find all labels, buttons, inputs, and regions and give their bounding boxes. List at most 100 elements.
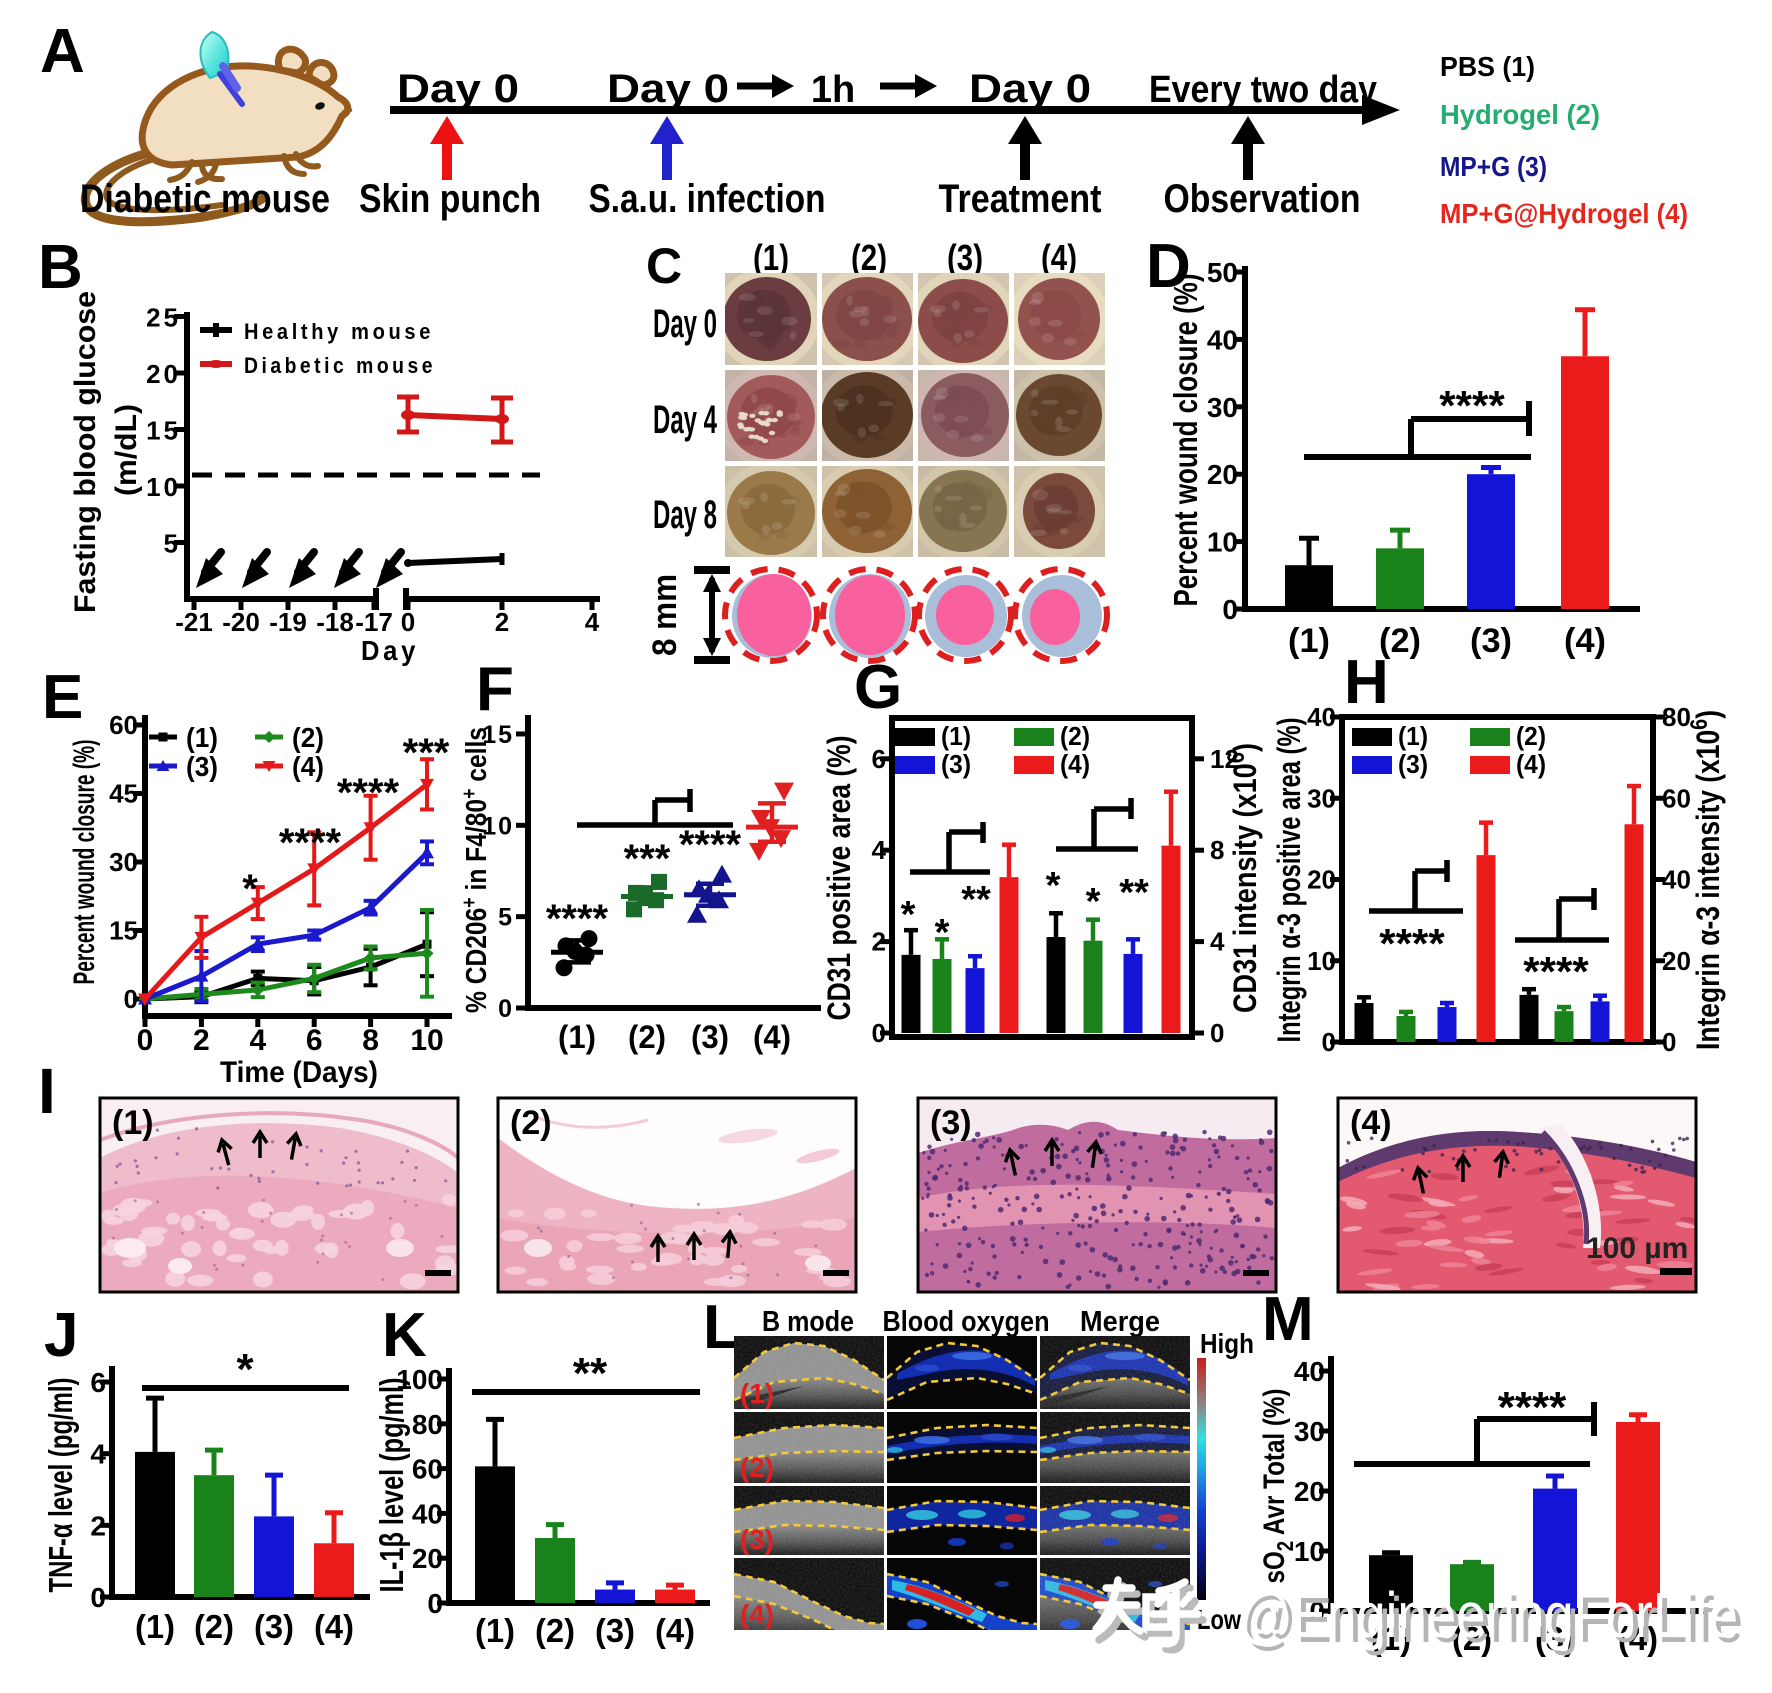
svg-text:****: **** [546,897,609,941]
svg-text:TNF-α level (pg/ml): TNF-α level (pg/ml) [42,1378,79,1593]
svg-text:4: 4 [249,1024,266,1057]
svg-text:-19: -19 [269,607,307,637]
svg-text:30: 30 [1307,783,1336,813]
svg-text:20: 20 [412,1543,443,1574]
svg-text:(3): (3) [186,751,218,782]
svg-text:80: 80 [1662,702,1691,732]
svg-text:Every two day: Every two day [1149,69,1377,111]
svg-text:2: 2 [872,927,886,957]
svg-text:(4): (4) [655,1612,695,1649]
svg-text:(2): (2) [740,1452,774,1483]
svg-text:Diabetic mouse: Diabetic mouse [80,177,330,221]
svg-text:-21: -21 [175,607,213,637]
svg-text:B: B [38,233,83,302]
svg-text:0: 0 [872,1018,886,1048]
svg-text:F: F [476,655,514,724]
svg-text:Skin punch: Skin punch [359,177,541,221]
svg-text:(3): (3) [941,749,971,779]
svg-text:0: 0 [90,1582,106,1613]
svg-text:10: 10 [1294,1536,1325,1567]
svg-text:Day 0: Day 0 [969,67,1091,111]
svg-text:60: 60 [109,710,138,740]
svg-text:80: 80 [412,1409,443,1440]
svg-text:Percent wound closure (%): Percent wound closure (%) [1167,274,1204,607]
svg-text:Merge: Merge [1080,1306,1160,1338]
svg-text:15: 15 [146,416,181,446]
svg-text:10: 10 [146,472,181,502]
svg-text:*: * [1046,865,1061,907]
svg-text:K: K [382,1301,427,1370]
svg-text:**: ** [961,879,991,921]
svg-text:10: 10 [410,1024,443,1057]
svg-text:Diabetic mouse: Diabetic mouse [244,353,436,378]
svg-text:Day 4: Day 4 [653,398,717,442]
svg-text:40: 40 [412,1498,443,1529]
svg-text:IL-1β level (pg/ml): IL-1β level (pg/ml) [373,1378,410,1593]
svg-text:Treatment: Treatment [939,177,1102,221]
svg-text:-18: -18 [316,607,354,637]
svg-text:sO2 Avr Total (%): sO2 Avr Total (%) [1258,1389,1298,1584]
svg-text:*: * [236,1345,254,1394]
svg-text:*: * [1086,881,1101,923]
svg-text:*: * [935,912,950,954]
svg-text:@EngineeringForLife: @EngineeringForLife [1238,1579,1738,1651]
svg-text:High: High [1200,1328,1254,1359]
svg-text:Fasting blood glucose: Fasting blood glucose [69,291,102,613]
svg-text:****: **** [1439,382,1505,429]
svg-text:20: 20 [1662,946,1691,976]
svg-text:**: ** [573,1349,608,1398]
svg-text:(2): (2) [1452,1620,1492,1657]
svg-text:(1): (1) [1398,721,1428,751]
svg-text:(2): (2) [194,1608,234,1645]
svg-text:****: **** [279,821,342,865]
svg-text:15: 15 [482,721,514,749]
svg-text:2: 2 [193,1024,210,1057]
svg-text:(m/dL): (m/dL) [110,404,143,496]
svg-text:S.a.u. infection: S.a.u. infection [589,177,826,221]
svg-text:C: C [646,238,682,294]
svg-text:(4): (4) [1041,237,1077,278]
svg-text:(1): (1) [135,1608,175,1645]
svg-text:(3): (3) [595,1612,635,1649]
svg-text:4: 4 [1210,927,1225,957]
svg-text:CD31 positive area (%): CD31 positive area (%) [821,736,857,1021]
svg-text:A: A [40,17,85,86]
svg-text:***: *** [624,837,671,881]
svg-text:Observation: Observation [1164,177,1361,221]
svg-text:Integrin α-3 intensity (x106): Integrin α-3 intensity (x106) [1686,710,1726,1050]
svg-text:(2): (2) [628,1019,666,1055]
svg-text:(3): (3) [1535,1620,1575,1657]
svg-text:6: 6 [872,744,886,774]
svg-text:8 mm: 8 mm [646,574,684,656]
svg-text:@EngineeringForLife: @EngineeringForLife [1243,1584,1743,1656]
svg-text:60: 60 [412,1454,443,1485]
svg-text:10: 10 [1307,946,1336,976]
svg-text:30: 30 [1207,392,1238,423]
svg-text:1h: 1h [811,69,855,111]
svg-text:20: 20 [146,359,181,389]
svg-text:10: 10 [482,812,514,840]
svg-text:(4): (4) [753,1019,791,1055]
svg-text:(4): (4) [1564,622,1606,660]
svg-text:30: 30 [1294,1416,1325,1447]
svg-text:12: 12 [1210,744,1239,774]
svg-text:40: 40 [1294,1356,1325,1387]
svg-text:I: I [38,1055,56,1127]
svg-text:0: 0 [137,1024,154,1057]
svg-text:(3): (3) [1470,622,1512,660]
svg-text:(3): (3) [1398,749,1428,779]
svg-text:100: 100 [396,1364,443,1395]
svg-text:***: *** [403,731,450,775]
svg-text:0: 0 [1309,1596,1325,1627]
svg-text:Integrin α-3 positive area (%): Integrin α-3 positive area (%) [1271,718,1307,1043]
svg-text:Hydrogel (2): Hydrogel (2) [1440,99,1600,130]
svg-text:45: 45 [109,778,138,808]
svg-text:Day 8: Day 8 [653,493,717,537]
svg-text:****: **** [337,771,400,815]
svg-text:****: **** [1523,948,1589,995]
svg-text:5: 5 [164,529,181,559]
svg-text:(3): (3) [930,1104,972,1142]
svg-text:(4): (4) [314,1608,354,1645]
svg-text:(2): (2) [510,1104,552,1142]
svg-text:(2): (2) [1379,622,1421,660]
